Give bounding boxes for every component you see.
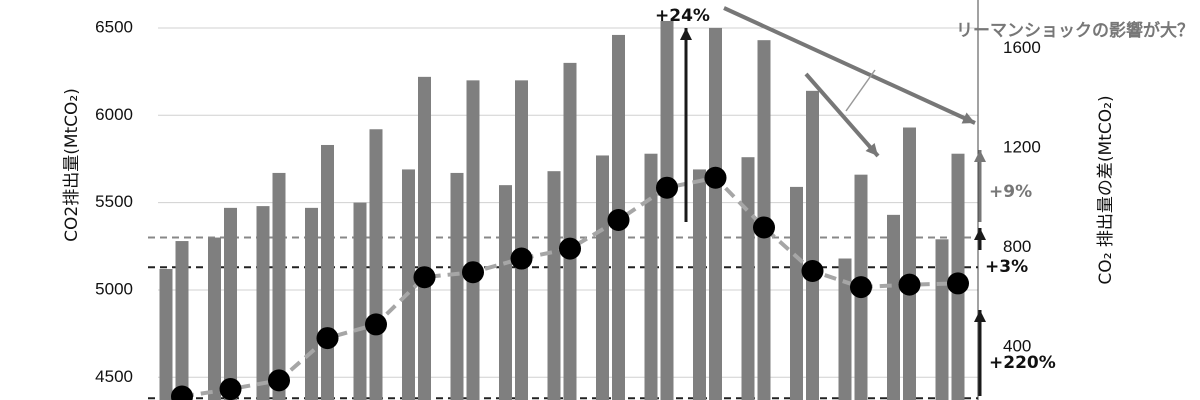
bar-series-2 — [224, 207, 237, 400]
bar-series-1 — [353, 202, 367, 400]
bar-series-2 — [563, 62, 577, 400]
arrow-up-3-head — [974, 228, 986, 240]
bar-series-2 — [515, 80, 528, 400]
bar-series-1 — [450, 172, 464, 400]
reference-lines — [148, 236, 978, 400]
bar-series-1 — [693, 169, 706, 400]
bar-series-2 — [466, 80, 480, 400]
difference-point — [801, 259, 824, 282]
difference-point — [219, 378, 242, 400]
left-tick-label: 5500 — [95, 192, 133, 211]
right-axis-label: CO₂ 排出量の差(MtCO₂) — [1096, 95, 1116, 284]
left-tick-label: 6500 — [95, 17, 133, 36]
arrow-trend-down-shaft — [723, 6, 976, 125]
bar-series-1 — [402, 169, 415, 400]
bar-series-1 — [596, 155, 609, 400]
bar-series-2 — [806, 90, 819, 400]
bar-series-1 — [887, 214, 900, 400]
arrow-up-220-head — [974, 310, 986, 322]
difference-point — [850, 276, 872, 299]
difference-point — [316, 327, 339, 350]
bar-marks — [159, 20, 965, 400]
annotation-lehman: リーマンショックの影響が大？ — [956, 20, 1194, 41]
annotation-plus-3: +3% — [985, 257, 1028, 277]
annotation-arrows — [680, 6, 986, 396]
bar-series-1 — [159, 268, 173, 400]
difference-point — [510, 247, 533, 270]
bar-series-2 — [175, 241, 189, 400]
bar-series-1 — [644, 153, 658, 400]
bar-series-1 — [547, 171, 561, 400]
difference-point — [171, 385, 193, 400]
difference-point — [365, 313, 387, 336]
difference-point — [559, 237, 581, 260]
annotation-plus-220: +220% — [989, 353, 1056, 373]
bar-series-1 — [256, 206, 270, 400]
arrow-up-9-head — [974, 150, 986, 162]
bar-series-2 — [418, 76, 431, 400]
bar-series-2 — [660, 20, 674, 400]
difference-point — [413, 266, 436, 289]
difference-point — [704, 166, 727, 189]
bar-series-1 — [790, 186, 803, 400]
bar-series-2 — [321, 144, 334, 400]
difference-point — [462, 261, 484, 284]
arrow-trend-down-head — [961, 112, 975, 124]
arrow-lehman-head — [865, 143, 878, 156]
right-axis-ticks: 400 800 1200 1600 — [1003, 38, 1041, 355]
arrow-up-24-head — [680, 28, 692, 40]
left-axis-ticks: 4500 5000 5500 6000 6500 — [95, 17, 133, 385]
right-tick-label: 1200 — [1003, 137, 1041, 156]
bar-series-1 — [935, 239, 949, 400]
right-tick-label: 1600 — [1003, 38, 1041, 57]
left-axis-label: CO2排出量(MtCO₂) — [62, 88, 82, 242]
annotation-plus-24: +24% — [655, 6, 710, 26]
difference-point — [898, 273, 921, 296]
difference-point — [753, 216, 775, 239]
right-tick-label: 800 — [1003, 237, 1031, 256]
right-tick-label: 400 — [1003, 336, 1031, 355]
bar-series-2 — [903, 127, 916, 400]
difference-point — [656, 176, 678, 199]
left-tick-label: 5000 — [95, 279, 133, 298]
bar-series-1 — [838, 258, 852, 400]
bar-series-1 — [305, 207, 318, 400]
left-tick-label: 6000 — [95, 105, 133, 124]
bar-series-1 — [499, 185, 512, 400]
difference-point — [607, 209, 630, 232]
difference-point — [947, 272, 969, 295]
bar-series-2 — [272, 172, 286, 400]
bar-series-1 — [741, 157, 755, 400]
bar-series-2 — [369, 129, 383, 400]
difference-line — [171, 166, 969, 400]
left-tick-label: 4500 — [95, 367, 133, 386]
bar-series-2 — [709, 27, 722, 400]
difference-point — [268, 369, 290, 392]
bar-series-1 — [208, 237, 221, 400]
callout-leader — [845, 69, 876, 112]
arrow-lehman-shaft — [804, 72, 880, 158]
annotation-plus-9: +9% — [989, 182, 1032, 202]
